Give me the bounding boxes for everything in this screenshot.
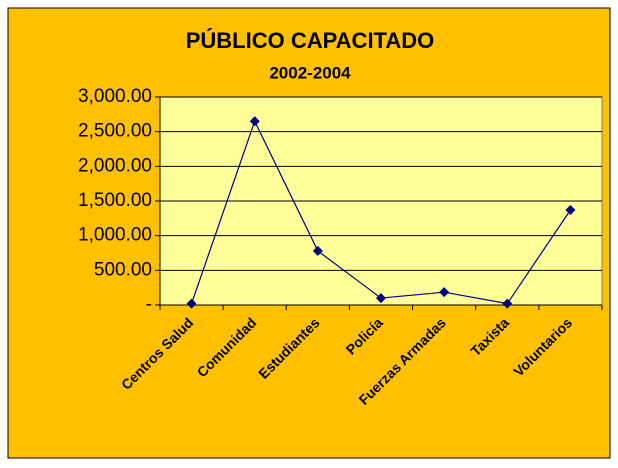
y-tick-label: 3,000.00 — [78, 86, 152, 107]
chart-title: PÚBLICO CAPACITADO — [186, 28, 435, 53]
data-point — [502, 298, 513, 309]
y-tick-label: 1,000.00 — [78, 225, 152, 246]
y-tick-label: 500.00 — [94, 259, 152, 280]
y-tick-label: 2,500.00 — [78, 121, 152, 142]
chart-subtitle: 2002-2004 — [269, 63, 351, 82]
y-tick-label: 2,000.00 — [78, 155, 152, 176]
data-point — [565, 205, 576, 216]
data-point — [376, 293, 386, 304]
data-point — [312, 245, 323, 256]
data-point — [249, 116, 260, 127]
data-point — [186, 298, 197, 309]
data-point — [439, 287, 450, 298]
y-tick-label: - — [146, 294, 152, 315]
y-tick-label: 1,500.00 — [78, 190, 152, 211]
